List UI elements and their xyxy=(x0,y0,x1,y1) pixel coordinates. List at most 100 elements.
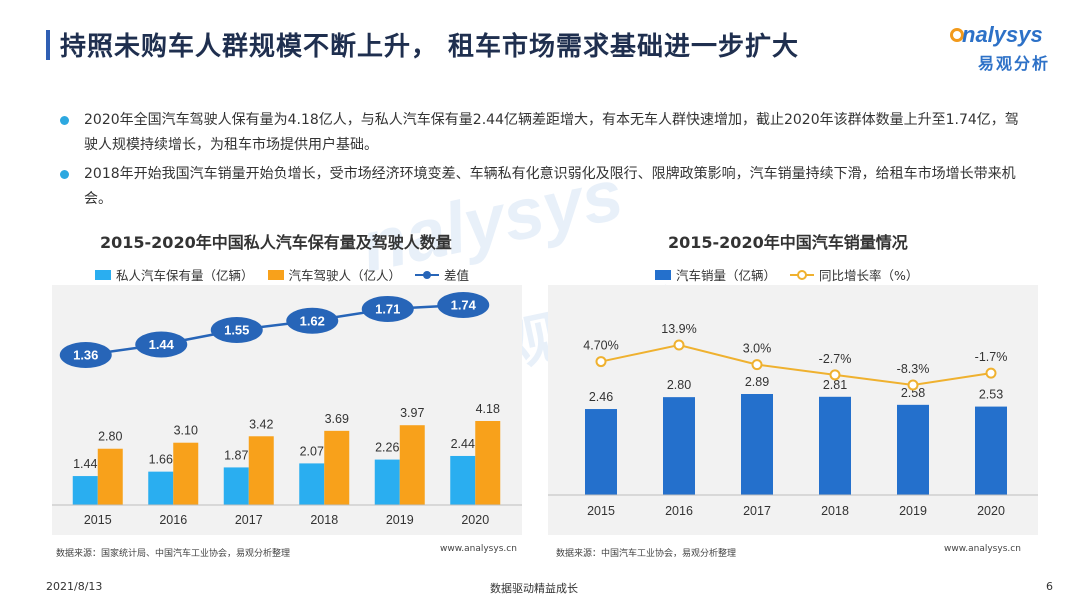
x-tick-2016: 2016 xyxy=(159,513,187,527)
bar-sales-2019 xyxy=(897,404,929,495)
label-drivers-2017: 3.42 xyxy=(249,417,273,431)
label-private-2016: 1.66 xyxy=(149,453,173,467)
right-chart-url: www.analysys.cn xyxy=(944,544,1021,554)
growth-marker-2017 xyxy=(751,359,763,371)
growth-label-2016: 13.9% xyxy=(661,322,696,336)
footer-slogan: 数据驱动精益成长 xyxy=(490,582,578,595)
legend-item-sales: 汽车销量（亿辆） xyxy=(655,265,776,284)
bar-private-2015 xyxy=(72,476,98,505)
bar-drivers-2020 xyxy=(475,421,501,505)
growth-marker-2020 xyxy=(985,367,997,379)
legend-item-gap: 差值 xyxy=(415,265,469,284)
legend-line-swatch xyxy=(415,270,440,279)
label-drivers-2019: 3.97 xyxy=(400,406,424,420)
label-sales-2016: 2.80 xyxy=(667,378,691,392)
bar-sales-2016 xyxy=(663,397,695,495)
bar-sales-2015 xyxy=(585,409,617,495)
gap-marker-2016 xyxy=(135,331,188,358)
label-private-2015: 1.44 xyxy=(73,457,97,471)
bar-private-2018 xyxy=(299,463,325,505)
label-sales-2015: 2.46 xyxy=(589,390,613,404)
growth-marker-2016 xyxy=(673,339,685,351)
x-tick-2019: 2019 xyxy=(899,504,927,518)
left-chart-title: 2015-2020年中国私人汽车保有量及驾驶人数量 xyxy=(100,233,452,252)
growth-label-2019: -8.3% xyxy=(897,362,930,376)
label-sales-2019: 2.58 xyxy=(901,386,925,400)
legend-swatch xyxy=(267,269,284,280)
x-tick-2020: 2020 xyxy=(461,513,489,527)
gap-label-2016: 1.44 xyxy=(149,337,175,352)
bar-private-2016 xyxy=(148,471,174,505)
gap-marker-2020 xyxy=(437,292,490,318)
title-accent-bar xyxy=(46,30,50,60)
legend-label: 汽车销量（亿辆） xyxy=(676,268,777,283)
x-tick-2018: 2018 xyxy=(310,513,338,527)
bullet-item: 2020年全国汽车驾驶人保有量为4.18亿人，与私人汽车保有量2.44亿辆差距增… xyxy=(60,108,1030,158)
label-private-2019: 2.26 xyxy=(375,441,399,455)
gap-label-2020: 1.74 xyxy=(451,298,477,313)
gap-label-2018: 1.62 xyxy=(300,313,325,328)
gap-marker-2015 xyxy=(59,342,112,368)
legend-swatch xyxy=(95,269,111,280)
chart-panel xyxy=(548,285,1038,535)
bullet-dot-icon xyxy=(60,170,69,179)
right-chart-svg: 2.46 2015 2.80 2016 2.89 2017 2.81 2018 2.58 2019… xyxy=(548,285,1038,535)
legend-item-drivers: 汽车驾驶人（亿人） xyxy=(267,265,401,284)
label-sales-2017: 2.89 xyxy=(745,375,769,389)
bullet-text: 2020年全国汽车驾驶人保有量为4.18亿人，与私人汽车保有量2.44亿辆差距增… xyxy=(84,112,1019,153)
logo-word: nalysys xyxy=(962,22,1043,47)
x-tick-2019: 2019 xyxy=(386,513,414,527)
left-chart-legend: 私人汽车保有量（亿辆） 汽车驾驶人（亿人） 差值 xyxy=(95,265,483,284)
legend-label: 差值 xyxy=(444,268,470,283)
bar-drivers-2017 xyxy=(248,436,274,505)
growth-label-2018: -2.7% xyxy=(819,352,852,366)
bar-sales-2017 xyxy=(741,394,773,495)
chart-panel xyxy=(52,285,522,535)
bullet-list: 2020年全国汽车驾驶人保有量为4.18亿人，与私人汽车保有量2.44亿辆差距增… xyxy=(60,108,1030,216)
bar-drivers-2016 xyxy=(173,442,199,505)
logo-chinese: 易观分析 xyxy=(978,54,1051,73)
x-tick-2017: 2017 xyxy=(235,513,263,527)
page-number: 6 xyxy=(1046,580,1053,593)
right-chart-title: 2015-2020年中国汽车销量情况 xyxy=(668,233,908,252)
bar-sales-2018 xyxy=(819,396,851,495)
left-chart-source: 数据来源：国家统计局、中国汽车工业协会，易观分析整理 xyxy=(56,549,291,559)
bar-drivers-2018 xyxy=(324,430,350,505)
label-drivers-2016: 3.10 xyxy=(174,424,198,438)
x-tick-2020: 2020 xyxy=(977,504,1005,518)
gap-label-2015: 1.36 xyxy=(73,348,98,363)
bar-drivers-2019 xyxy=(399,425,425,505)
bar-sales-2020 xyxy=(975,406,1007,495)
bullet-dot-icon xyxy=(60,116,69,125)
bar-drivers-2015 xyxy=(97,448,123,505)
legend-item-private: 私人汽车保有量（亿辆） xyxy=(95,265,254,284)
label-private-2017: 1.87 xyxy=(224,448,248,462)
legend-line-swatch xyxy=(790,269,815,280)
gap-marker-2019 xyxy=(361,295,414,322)
growth-label-2017: 3.0% xyxy=(743,342,772,356)
x-tick-2016: 2016 xyxy=(665,504,693,518)
label-sales-2018: 2.81 xyxy=(823,378,847,392)
logo-ring-icon xyxy=(950,28,964,42)
growth-marker-2015 xyxy=(595,356,607,368)
growth-label-2020: -1.7% xyxy=(975,350,1008,364)
legend-label: 同比增长率（%） xyxy=(819,268,919,283)
bullet-text: 2018年开始我国汽车销量开始负增长，受市场经济环境变差、车辆私有化意识弱化及限… xyxy=(84,166,1016,207)
legend-swatch xyxy=(655,269,671,280)
label-private-2020: 2.44 xyxy=(451,437,475,451)
x-tick-2017: 2017 xyxy=(743,504,771,518)
x-tick-2015: 2015 xyxy=(587,504,615,518)
bullet-item: 2018年开始我国汽车销量开始负增长，受市场经济环境变差、车辆私有化意识弱化及限… xyxy=(60,162,1030,212)
right-chart-legend: 汽车销量（亿辆） 同比增长率（%） xyxy=(655,265,932,284)
x-tick-2018: 2018 xyxy=(821,504,849,518)
label-drivers-2018: 3.69 xyxy=(325,412,349,426)
analysys-logo: nalysys 易观分析 xyxy=(950,22,1060,73)
footer-date: 2021/8/13 xyxy=(46,580,103,593)
label-private-2018: 2.07 xyxy=(300,444,324,458)
gap-marker-2018 xyxy=(286,307,339,334)
right-chart-source: 数据来源：中国汽车工业协会，易观分析整理 xyxy=(556,549,737,559)
x-tick-2015: 2015 xyxy=(84,513,112,527)
growth-marker-2018 xyxy=(829,369,841,381)
left-chart-url: www.analysys.cn xyxy=(440,544,517,554)
page-title: 持照未购车人群规模不断上升， 租车市场需求基础进一步扩大 xyxy=(60,32,800,62)
